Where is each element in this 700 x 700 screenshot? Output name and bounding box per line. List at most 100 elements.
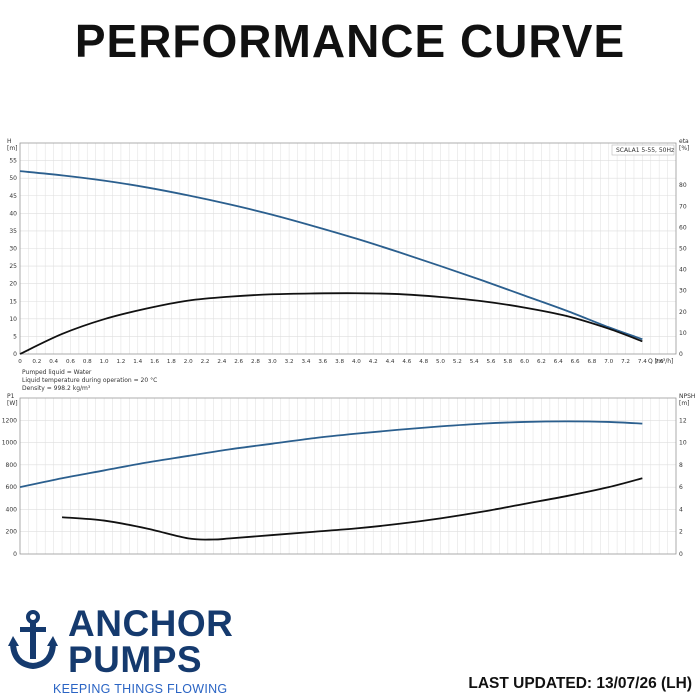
panel1-y-tick-label: 600 — [6, 484, 18, 491]
panel1-y-tick-label: 200 — [6, 529, 18, 536]
panel0-y-tick-label: 20 — [9, 281, 17, 288]
panel0-y-tick-label: 10 — [9, 316, 17, 323]
panel0-x-tick-label: 3.2 — [285, 359, 294, 365]
panel1-y2-axis-label: [m] — [679, 400, 690, 407]
panel0-x-tick-label: 6.6 — [571, 359, 580, 365]
fluid-info-line: Pumped liquid = Water — [22, 369, 92, 376]
panel0-x-tick-label: 3.8 — [335, 359, 344, 365]
panel0-y-tick-label: 55 — [9, 158, 17, 165]
panel0-x-tick-label: 5.0 — [436, 359, 445, 365]
panel0-y2-tick-label: 50 — [679, 246, 687, 253]
fluid-info: Pumped liquid = Water Liquid temperature… — [22, 369, 157, 393]
panel0-legend-box — [611, 144, 675, 156]
panel0-x-tick-label: 6.2 — [537, 359, 546, 365]
panel0-x-tick-label: 5.6 — [487, 359, 496, 365]
anchor-icon — [8, 610, 58, 670]
panel0-legend-label: SCALA1 5-55, 50Hz — [616, 147, 674, 154]
panel0-y-tick-label: 15 — [9, 298, 17, 305]
panel0-x-tick-label: 6.8 — [587, 359, 596, 365]
panel1-y2-tick-label: 2 — [679, 529, 683, 536]
panel0-x-tick-label: 1.6 — [150, 359, 159, 365]
panel0-x-tick-label: 7.0 — [604, 359, 613, 365]
panel0-x-axis-label: Q [m³/h] — [648, 358, 673, 365]
panel0-x-tick-label: 1.4 — [133, 359, 142, 365]
fluid-info-line: Density = 998.2 kg/m³ — [22, 385, 91, 392]
panel1-series-0-line — [19, 420, 643, 489]
panel0-y2-axis-label: eta — [679, 138, 689, 145]
panel0-frame — [19, 142, 677, 355]
panel0-y-tick-label: 0 — [13, 351, 17, 358]
panel0-x-tick-label: 2.6 — [234, 359, 243, 365]
panel0-y2-tick-label: 30 — [679, 288, 687, 295]
panel0-x-tick-label: 2.8 — [251, 359, 260, 365]
panel0-y-tick-label: 5 — [13, 333, 17, 340]
panel0-y-tick-label: 45 — [9, 193, 17, 200]
panel0-x-tick-label: 2.4 — [217, 359, 226, 365]
panel0-y2-tick-label: 0 — [679, 351, 683, 358]
panel0-x-tick-label: 1.8 — [167, 359, 176, 365]
panel0-x-tick-label: 7.4 — [638, 359, 647, 365]
fluid-info-line: Liquid temperature during operation = 20… — [22, 377, 158, 384]
panel0-x-tick-label: 0 — [18, 359, 22, 365]
brand-line: PUMPS — [68, 639, 203, 680]
panel0-y2-tick-label: 60 — [679, 224, 687, 231]
panel0-x-tick-label: 0.6 — [66, 359, 75, 365]
panel0-x-tick-label: 4.8 — [419, 359, 428, 365]
brand-name: ANCHOR PUMPS — [68, 603, 234, 680]
panel0-x-tick-label: 3.4 — [301, 359, 310, 365]
panel1-y2-tick-label: 8 — [679, 462, 683, 469]
panel0-x-tick-label: 1.2 — [116, 359, 125, 365]
panel0-x-tick-label: 6.0 — [520, 359, 529, 365]
panel0-series-1-line — [19, 292, 643, 355]
panel1-y-tick-label: 0 — [13, 551, 17, 558]
panel0-y-axis-label: [m] — [7, 145, 18, 152]
panel1-y2-tick-label: 4 — [679, 506, 683, 513]
panel0-y-axis-label: H — [7, 138, 12, 145]
panel0-x-tick-label: 2.2 — [201, 359, 210, 365]
panel1-y2-tick-label: 12 — [679, 417, 687, 424]
panel0-y2-tick-label: 40 — [679, 267, 687, 274]
panel1-y-tick-label: 1200 — [2, 417, 17, 424]
panel0-x-tick-label: 5.8 — [503, 359, 512, 365]
panel1-y-axis-label: [W] — [7, 400, 18, 407]
panel0-x-tick-label: 3.0 — [268, 359, 277, 365]
brand-tagline: KEEPING THINGS FLOWING — [53, 682, 228, 696]
panel0-y-tick-label: 30 — [9, 246, 17, 253]
panel0-y-tick-label: 25 — [9, 263, 17, 270]
panel0-y2-tick-label: 80 — [679, 182, 687, 189]
brand-line: ANCHOR — [68, 603, 234, 644]
panel0-x-tick-label: 1.0 — [100, 359, 109, 365]
panel1-y2-tick-label: 6 — [679, 484, 683, 491]
panel0-x-tick-label: 3.6 — [318, 359, 327, 365]
last-updated: LAST UPDATED: 13/07/26 (LH) — [468, 675, 692, 692]
panel1-y-tick-label: 1000 — [2, 440, 17, 447]
panel0-x-tick-label: 4.0 — [352, 359, 361, 365]
panel0-series-0-line — [19, 170, 643, 341]
panel0-y-tick-label: 40 — [9, 210, 17, 217]
panel1-series-1-line — [61, 477, 643, 541]
panel0-y2-tick-label: 20 — [679, 309, 687, 316]
panel0-y2-tick-label: 70 — [679, 203, 687, 210]
panel0-x-tick-label: 7.2 — [621, 359, 630, 365]
panel0-x-tick-label: 7.6 — [655, 359, 664, 365]
panel1-y-tick-label: 400 — [6, 506, 18, 513]
panel0-x-tick-label: 0.8 — [83, 359, 92, 365]
panel0-x-tick-label: 0.2 — [32, 359, 41, 365]
panel1-y2-tick-label: 0 — [679, 551, 683, 558]
panel0-x-tick-label: 5.4 — [470, 359, 479, 365]
panel0-x-tick-label: 0.4 — [49, 359, 58, 365]
panel1-y-axis-label: P1 — [7, 393, 15, 400]
panel0-x-tick-label: 2.0 — [184, 359, 193, 365]
panel0-x-tick-label: 4.6 — [402, 359, 411, 365]
panel0-x-tick-label: 4.2 — [369, 359, 378, 365]
panel0-x-tick-label: 5.2 — [453, 359, 462, 365]
panel0-y-tick-label: 50 — [9, 175, 17, 182]
page-title: PERFORMANCE CURVE — [74, 15, 626, 67]
panel0-x-tick-label: 6.4 — [554, 359, 563, 365]
panel0-y2-axis-label: [%] — [679, 145, 689, 152]
brand-logo: ANCHOR PUMPS — [8, 603, 248, 686]
panel1-y-tick-label: 800 — [6, 462, 18, 469]
panel1-y2-tick-label: 10 — [679, 440, 687, 447]
panel1-frame — [19, 397, 677, 555]
